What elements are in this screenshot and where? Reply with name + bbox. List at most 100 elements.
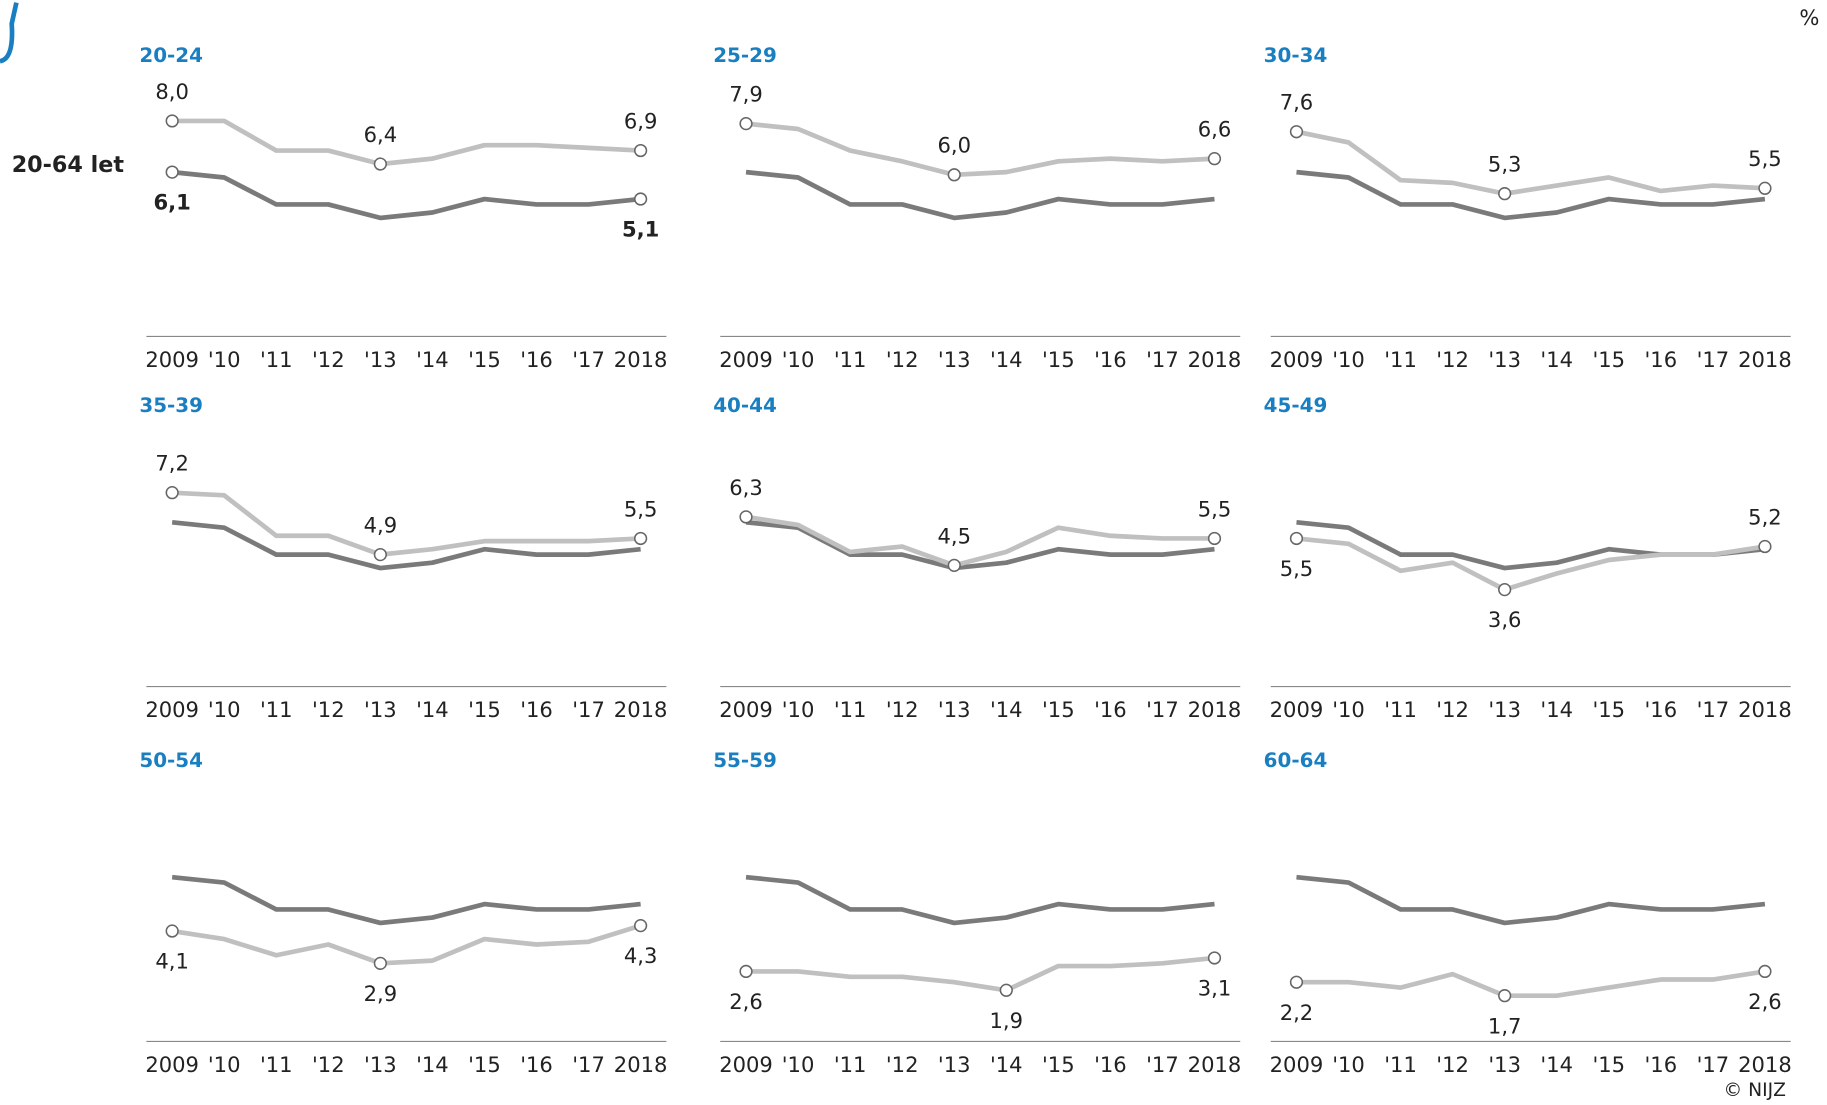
point-marker bbox=[634, 531, 648, 546]
panel-title: 45-49 bbox=[1264, 394, 1328, 417]
x-tick-label: '15 bbox=[1592, 1052, 1625, 1077]
point-marker bbox=[1758, 181, 1772, 195]
series-line bbox=[1296, 169, 1766, 221]
panel-title: 35-39 bbox=[139, 394, 203, 417]
x-tick-label: 2018 bbox=[1738, 347, 1792, 372]
x-tick-label: '13 bbox=[364, 347, 397, 372]
point-marker bbox=[1498, 989, 1512, 1003]
x-tick-label: '14 bbox=[990, 347, 1023, 372]
series-line bbox=[172, 490, 641, 557]
point-marker bbox=[1289, 531, 1304, 546]
series-line bbox=[745, 519, 1215, 571]
x-tick-label: '13 bbox=[1488, 1052, 1521, 1077]
data-label: 4,5 bbox=[937, 523, 971, 548]
data-label: 7,9 bbox=[729, 82, 763, 107]
data-label: 4,1 bbox=[155, 949, 189, 974]
x-tick-label: '17 bbox=[1146, 1052, 1179, 1077]
panel-title: 50-54 bbox=[139, 749, 203, 772]
data-label: 2,2 bbox=[1280, 1000, 1314, 1025]
x-tick-label: 2018 bbox=[1738, 1052, 1792, 1077]
series-line bbox=[172, 118, 641, 167]
data-label: 8,0 bbox=[155, 79, 189, 104]
x-tick-label: '11 bbox=[1384, 697, 1417, 722]
data-label: 3,6 bbox=[1488, 607, 1522, 632]
x-tick-label: '13 bbox=[1488, 347, 1521, 372]
x-tick-label: 2018 bbox=[1738, 697, 1792, 722]
panel-title: 25-29 bbox=[713, 44, 777, 67]
x-tick-label: '15 bbox=[1592, 347, 1625, 372]
point-marker bbox=[1289, 975, 1304, 989]
x-tick-label: '11 bbox=[834, 697, 867, 722]
point-marker bbox=[165, 924, 179, 938]
point-marker bbox=[634, 192, 648, 206]
data-label: 1,9 bbox=[990, 1008, 1024, 1033]
x-tick-label: '17 bbox=[572, 347, 605, 372]
x-tick-label: '14 bbox=[1540, 1052, 1573, 1077]
x-tick-label: 2009 bbox=[1270, 347, 1324, 372]
x-tick-label: '15 bbox=[468, 347, 501, 372]
panel-title: 30-34 bbox=[1264, 44, 1328, 67]
point-marker bbox=[999, 983, 1013, 997]
x-tick-label: '12 bbox=[886, 347, 919, 372]
x-tick-label: '14 bbox=[990, 1052, 1023, 1077]
x-tick-label: '17 bbox=[572, 1052, 605, 1077]
x-tick-label: '13 bbox=[938, 697, 971, 722]
x-tick-label: '10 bbox=[208, 347, 241, 372]
point-marker bbox=[1207, 951, 1222, 965]
point-marker bbox=[373, 157, 387, 171]
point-marker bbox=[1758, 964, 1772, 979]
x-tick-label: '17 bbox=[1697, 347, 1730, 372]
series-line bbox=[1296, 519, 1766, 571]
data-label: 5,3 bbox=[1488, 152, 1522, 177]
series-line bbox=[171, 923, 642, 966]
x-tick-label: '10 bbox=[782, 697, 815, 722]
x-tick-label: 2009 bbox=[719, 1052, 773, 1077]
x-tick-label: '12 bbox=[312, 697, 345, 722]
point-marker bbox=[739, 117, 753, 131]
x-tick-label: '16 bbox=[520, 347, 553, 372]
x-tick-label: '11 bbox=[260, 347, 293, 372]
point-marker bbox=[739, 964, 753, 979]
x-tick-label: 2018 bbox=[1188, 347, 1242, 372]
x-tick-label: '14 bbox=[990, 697, 1023, 722]
x-tick-label: '11 bbox=[260, 1052, 293, 1077]
point-marker bbox=[165, 165, 179, 179]
x-tick-label: '17 bbox=[572, 697, 605, 722]
x-tick-label: 2018 bbox=[1188, 1052, 1242, 1077]
x-tick-label: '12 bbox=[1436, 1052, 1469, 1077]
x-tick-label: '16 bbox=[520, 1052, 553, 1077]
point-marker bbox=[165, 114, 179, 128]
x-tick-label: '11 bbox=[834, 347, 867, 372]
series-line bbox=[171, 169, 641, 221]
panel-title: 60-64 bbox=[1264, 749, 1328, 772]
point-marker bbox=[1289, 125, 1304, 139]
x-tick-label: 2018 bbox=[1188, 697, 1242, 722]
data-label: 7,2 bbox=[155, 451, 189, 476]
data-label: 5,5 bbox=[1748, 146, 1782, 171]
data-label: 6,6 bbox=[1198, 117, 1232, 142]
x-tick-label: '11 bbox=[834, 1052, 867, 1077]
reference-label: 20-64 let bbox=[12, 152, 125, 178]
data-label: 5,2 bbox=[1748, 504, 1782, 529]
x-tick-label: '16 bbox=[1645, 697, 1678, 722]
x-tick-label: '16 bbox=[520, 697, 553, 722]
x-tick-label: 2009 bbox=[719, 697, 773, 722]
series-line bbox=[745, 874, 1215, 926]
x-tick-label: '13 bbox=[364, 1052, 397, 1077]
x-tick-label: '13 bbox=[1488, 697, 1521, 722]
data-label: 2,6 bbox=[1748, 989, 1782, 1014]
series-line bbox=[1296, 969, 1766, 999]
data-label: 4,9 bbox=[364, 513, 398, 538]
x-tick-label: '16 bbox=[1645, 1052, 1678, 1077]
x-tick-label: 2009 bbox=[1270, 1052, 1324, 1077]
series-line bbox=[1296, 874, 1766, 926]
x-tick-label: '13 bbox=[938, 1052, 971, 1077]
data-label: 5,5 bbox=[624, 496, 658, 521]
data-label: 5,5 bbox=[1280, 556, 1314, 581]
x-tick-label: 2018 bbox=[614, 1052, 668, 1077]
point-marker bbox=[947, 168, 961, 182]
x-tick-label: '15 bbox=[1042, 347, 1075, 372]
x-tick-label: 2018 bbox=[614, 697, 668, 722]
point-marker bbox=[373, 956, 387, 970]
